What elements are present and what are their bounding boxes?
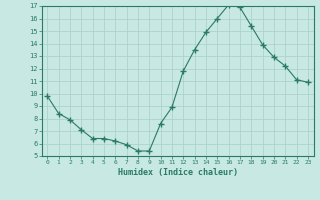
X-axis label: Humidex (Indice chaleur): Humidex (Indice chaleur)	[118, 168, 237, 177]
